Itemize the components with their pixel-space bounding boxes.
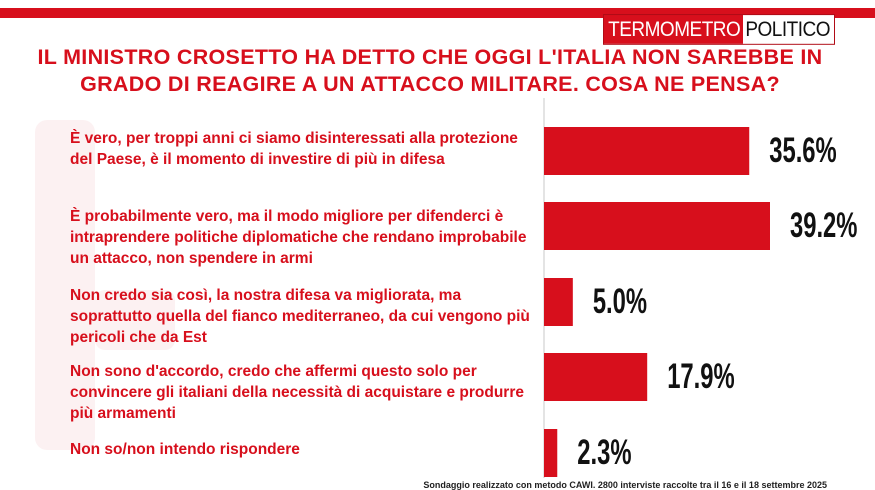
bar-2 — [544, 278, 573, 326]
watermark-logo-icon — [35, 120, 175, 450]
category-label-4: Non so/non intendo rispondere — [70, 441, 300, 458]
chart-title: IL MINISTRO CROSETTO HA DETTO CHE OGGI L… — [37, 45, 823, 96]
logo-text-termometro: TERMOMETRO — [604, 15, 744, 44]
termometro-politico-logo: TERMOMETRO POLITICO — [603, 14, 835, 45]
logo-text-politico: POLITICO — [743, 15, 834, 44]
survey-footnote: Sondaggio realizzato con metodo CAWI. 28… — [423, 480, 827, 490]
bar-4 — [544, 429, 558, 477]
category-label-2: Non credo sia così, la nostra difesa va … — [70, 287, 530, 346]
top-red-bar — [0, 8, 875, 18]
value-label-4: 2.3% — [577, 434, 631, 473]
bar-1 — [544, 202, 770, 250]
bar-3 — [544, 353, 648, 401]
category-label-1: È probabilmente vero, ma il modo miglior… — [70, 208, 527, 267]
value-label-2: 5.0% — [593, 283, 647, 322]
value-label-3: 17.9% — [667, 358, 734, 397]
value-label-0: 35.6% — [769, 132, 836, 171]
bar-0 — [544, 127, 750, 175]
value-label-1: 39.2% — [790, 207, 857, 246]
category-label-3: Non sono d'accordo, credo che affermi qu… — [70, 363, 524, 422]
category-label-0: È vero, per troppi anni ci siamo disinte… — [70, 130, 518, 168]
